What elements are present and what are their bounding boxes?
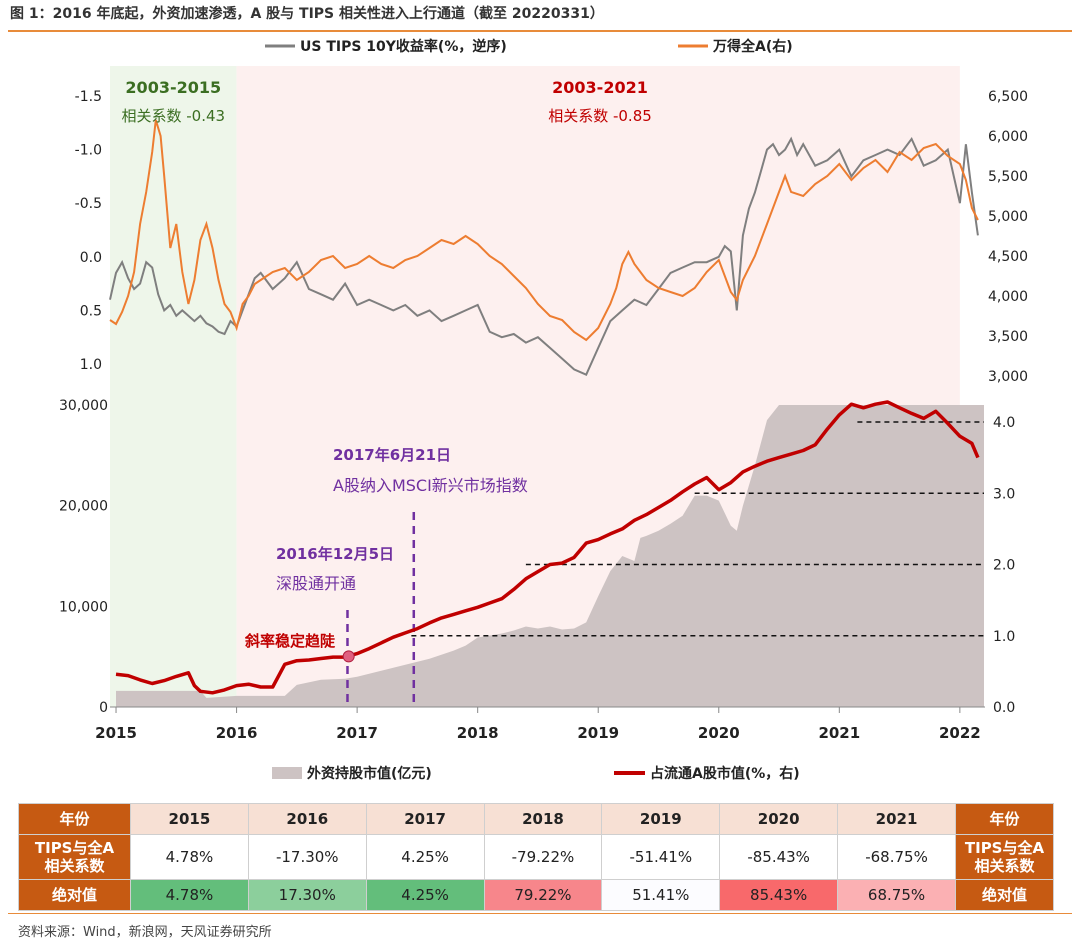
abs-value-cell: 17.30% xyxy=(248,880,366,911)
year-cell: 2017 xyxy=(366,804,484,835)
bottom-left-axis-tick-label: 10,000 xyxy=(59,599,108,615)
correlation-cell: -85.43% xyxy=(720,835,838,880)
abs-value-cell: 4.78% xyxy=(131,880,249,911)
callout-marker xyxy=(343,651,354,662)
x-axis-tick-label: 2017 xyxy=(336,724,378,742)
x-axis-tick-label: 2019 xyxy=(577,724,619,742)
right-axis-tick-label: 5,000 xyxy=(988,209,1028,225)
x-axis-tick-label: 2021 xyxy=(818,724,860,742)
correlation-table: 年份 2015 2016 2017 2018 2019 2020 2021 年份… xyxy=(18,803,1054,911)
period-label-2003-2015: 2003-2015 xyxy=(125,78,221,97)
right-axis-tick-label: 6,500 xyxy=(988,89,1028,105)
period-corr-2003-2015: 相关系数 -0.43 xyxy=(121,107,225,125)
footer-divider xyxy=(8,913,1072,914)
table-row-label: TIPS与全A 相关系数 xyxy=(956,835,1054,880)
chart-canvas: -1.5 -1.0 -0.5 0.0 0.5 1.0 6,500 6,000 5,500 5,00… xyxy=(0,0,1080,800)
correlation-row: TIPS与全A 相关系数 4.78% -17.30% 4.25% -79.22% … xyxy=(19,835,1054,880)
event-date-label: 2017年6月21日 xyxy=(333,446,451,464)
bottom-left-axis-tick-label: 30,000 xyxy=(59,398,108,414)
bottom-right-axis-tick-label: 3.0 xyxy=(993,486,1015,502)
callout-label: 斜率稳定趋陡 xyxy=(244,632,336,650)
x-axis-tick-label: 2020 xyxy=(698,724,740,742)
bottom-right-axis-tick-label: 2.0 xyxy=(993,558,1015,574)
abs-value-cell: 79.22% xyxy=(484,880,602,911)
table-row-label: TIPS与全A 相关系数 xyxy=(19,835,131,880)
right-axis-tick-label: 4,500 xyxy=(988,249,1028,265)
year-cell: 2016 xyxy=(248,804,366,835)
correlation-cell: -79.22% xyxy=(484,835,602,880)
left-axis-tick-label: 1.0 xyxy=(80,357,102,373)
bottom-right-axis-tick-label: 4.0 xyxy=(993,415,1015,431)
left-axis-tick-label: -1.5 xyxy=(75,89,102,105)
row-label-line: TIPS与全A xyxy=(35,839,114,857)
legend-label-holdings: 外资持股市值(亿元) xyxy=(307,765,432,782)
event-text-label: 深股通开通 xyxy=(276,574,356,593)
left-axis-tick-label: -0.5 xyxy=(75,196,102,212)
abs-value-row: 绝对值 4.78% 17.30% 4.25% 79.22% 51.41% 85.… xyxy=(19,880,1054,911)
event-text-label: A股纳入MSCI新兴市场指数 xyxy=(333,476,528,495)
correlation-cell: -51.41% xyxy=(602,835,720,880)
table-row-label: 年份 xyxy=(19,804,131,835)
abs-value-cell: 68.75% xyxy=(838,880,956,911)
year-cell: 2021 xyxy=(838,804,956,835)
year-cell: 2015 xyxy=(131,804,249,835)
legend-swatch-holdings xyxy=(272,767,302,779)
row-label-line: 相关系数 xyxy=(44,857,104,875)
table-row-label: 绝对值 xyxy=(956,880,1054,911)
left-axis-tick-label: 0.0 xyxy=(80,250,102,266)
year-cell: 2020 xyxy=(720,804,838,835)
legend-label-tips: US TIPS 10Y收益率(%，逆序) xyxy=(300,38,507,55)
correlation-cell: -68.75% xyxy=(838,835,956,880)
x-axis-tick-label: 2016 xyxy=(216,724,258,742)
source-note: 资料来源：Wind，新浪网，天风证券研究所 xyxy=(18,921,272,940)
legend-label-share: 占流通A股市值(%，右) xyxy=(650,765,800,782)
x-axis-tick-label: 2018 xyxy=(457,724,499,742)
abs-value-cell: 4.25% xyxy=(366,880,484,911)
period-corr-2003-2021: 相关系数 -0.85 xyxy=(548,107,652,125)
table-row-label: 绝对值 xyxy=(19,880,131,911)
event-date-label: 2016年12月5日 xyxy=(276,545,394,563)
x-axis-tick-label: 2022 xyxy=(939,724,981,742)
right-axis-tick-label: 5,500 xyxy=(988,169,1028,185)
legend-label-wind: 万得全A(右) xyxy=(712,38,793,55)
period-2003-2015-bg xyxy=(110,66,237,707)
bottom-left-axis-tick-label: 0 xyxy=(99,700,108,716)
table-header-row: 年份 2015 2016 2017 2018 2019 2020 2021 年份 xyxy=(19,804,1054,835)
right-axis-tick-label: 3,500 xyxy=(988,329,1028,345)
row-label-line: 相关系数 xyxy=(974,857,1034,875)
right-axis-tick-label: 3,000 xyxy=(988,369,1028,385)
left-axis-tick-label: 0.5 xyxy=(80,303,102,319)
table-row-label: 年份 xyxy=(956,804,1054,835)
x-axis-tick-label: 2015 xyxy=(95,724,137,742)
right-axis-tick-label: 4,000 xyxy=(988,289,1028,305)
year-cell: 2019 xyxy=(602,804,720,835)
right-axis-tick-label: 6,000 xyxy=(988,129,1028,145)
correlation-cell: 4.78% xyxy=(131,835,249,880)
bottom-left-axis-tick-label: 20,000 xyxy=(59,499,108,515)
bottom-right-axis-tick-label: 1.0 xyxy=(993,629,1015,645)
correlation-cell: -17.30% xyxy=(248,835,366,880)
correlation-cell: 4.25% xyxy=(366,835,484,880)
abs-value-cell: 51.41% xyxy=(602,880,720,911)
period-label-2003-2021: 2003-2021 xyxy=(552,78,648,97)
row-label-line: TIPS与全A xyxy=(965,839,1044,857)
year-cell: 2018 xyxy=(484,804,602,835)
abs-value-cell: 85.43% xyxy=(720,880,838,911)
bottom-right-axis-tick-label: 0.0 xyxy=(993,700,1015,716)
left-axis-tick-label: -1.0 xyxy=(75,143,102,159)
